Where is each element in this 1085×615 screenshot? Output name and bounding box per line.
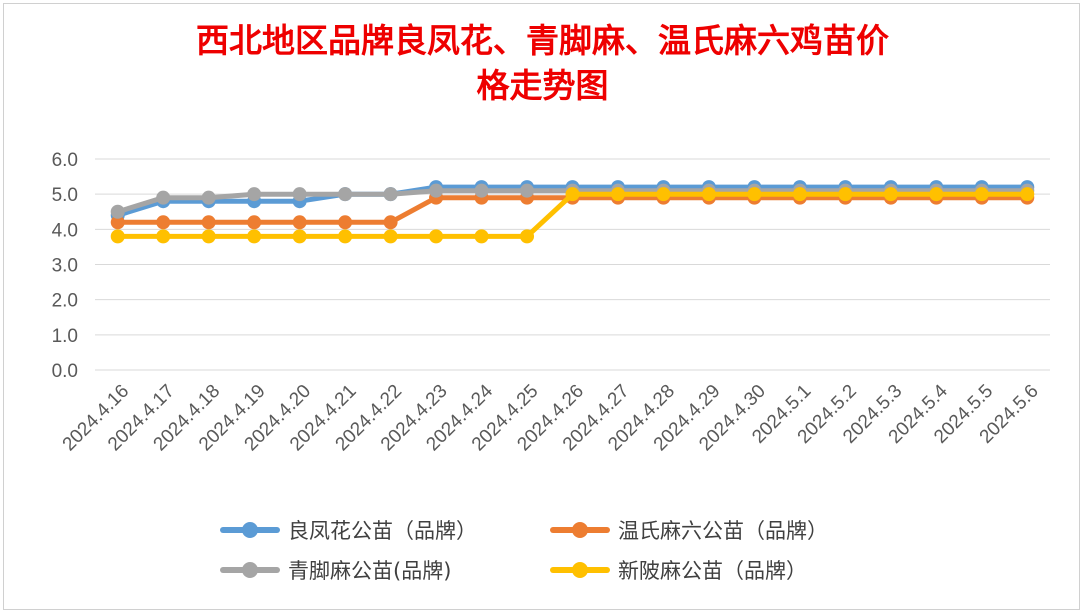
legend-swatch bbox=[220, 522, 280, 538]
data-point bbox=[383, 187, 398, 202]
chart-title-line-1: 西北地区品牌良凤花、青脚麻、温氏麻六鸡苗价 bbox=[196, 21, 889, 60]
legend-item-xinpima: 新陂麻公苗（品牌） bbox=[550, 552, 807, 588]
data-point bbox=[201, 215, 216, 230]
legend-item-wenshi: 温氏麻六公苗（品牌） bbox=[550, 512, 828, 548]
data-point bbox=[429, 229, 444, 244]
y-tick-label: 6.0 bbox=[52, 150, 78, 171]
data-point bbox=[292, 229, 307, 244]
legend: 良凤花公苗（品牌） 温氏麻六公苗（品牌） 青脚麻公苗(品牌) 新陂麻公苗（品牌） bbox=[0, 505, 1085, 595]
legend-label: 温氏麻六公苗（品牌） bbox=[618, 519, 828, 543]
y-tick-label: 5.0 bbox=[52, 185, 78, 206]
legend-swatch bbox=[550, 522, 610, 538]
data-point bbox=[474, 183, 489, 198]
legend-item-liangfenghua: 良凤花公苗（品牌） bbox=[220, 512, 477, 548]
data-point bbox=[338, 215, 353, 230]
data-point bbox=[1020, 187, 1035, 202]
data-point bbox=[110, 215, 125, 230]
data-point bbox=[247, 229, 262, 244]
data-point bbox=[474, 229, 489, 244]
data-point bbox=[110, 204, 125, 219]
y-tick-label: 2.0 bbox=[52, 291, 78, 312]
data-point bbox=[383, 229, 398, 244]
data-point bbox=[292, 187, 307, 202]
data-point bbox=[610, 187, 625, 202]
legend-swatch bbox=[220, 562, 280, 578]
data-point bbox=[338, 187, 353, 202]
chart-frame bbox=[3, 3, 1080, 610]
data-point bbox=[292, 215, 307, 230]
data-point bbox=[201, 229, 216, 244]
data-point bbox=[110, 229, 125, 244]
data-point bbox=[701, 187, 716, 202]
data-point bbox=[156, 229, 171, 244]
data-point bbox=[747, 187, 762, 202]
data-point bbox=[156, 190, 171, 205]
y-tick-label: 0.0 bbox=[52, 361, 78, 382]
legend-label: 青脚麻公苗(品牌) bbox=[288, 559, 452, 583]
data-point bbox=[383, 215, 398, 230]
legend-swatch bbox=[550, 562, 610, 578]
chart-title: 西北地区品牌良凤花、青脚麻、温氏麻六鸡苗价 格走势图 bbox=[0, 18, 1085, 108]
data-point bbox=[338, 229, 353, 244]
data-point bbox=[656, 187, 671, 202]
data-point bbox=[247, 187, 262, 202]
y-tick-label: 4.0 bbox=[52, 220, 78, 241]
data-point bbox=[520, 183, 535, 198]
data-point bbox=[838, 187, 853, 202]
chart-title-line-2: 格走势图 bbox=[476, 66, 609, 105]
data-point bbox=[520, 229, 535, 244]
legend-label: 新陂麻公苗（品牌） bbox=[618, 559, 807, 583]
legend-item-qingjiaoma: 青脚麻公苗(品牌) bbox=[220, 552, 451, 588]
data-point bbox=[929, 187, 944, 202]
legend-label: 良凤花公苗（品牌） bbox=[288, 519, 477, 543]
data-point bbox=[429, 183, 444, 198]
data-point bbox=[201, 190, 216, 205]
data-point bbox=[247, 215, 262, 230]
data-point bbox=[565, 187, 580, 202]
y-tick-label: 1.0 bbox=[52, 326, 78, 347]
data-point bbox=[156, 215, 171, 230]
data-point bbox=[883, 187, 898, 202]
data-point bbox=[792, 187, 807, 202]
y-tick-label: 3.0 bbox=[52, 256, 78, 277]
data-point bbox=[974, 187, 989, 202]
